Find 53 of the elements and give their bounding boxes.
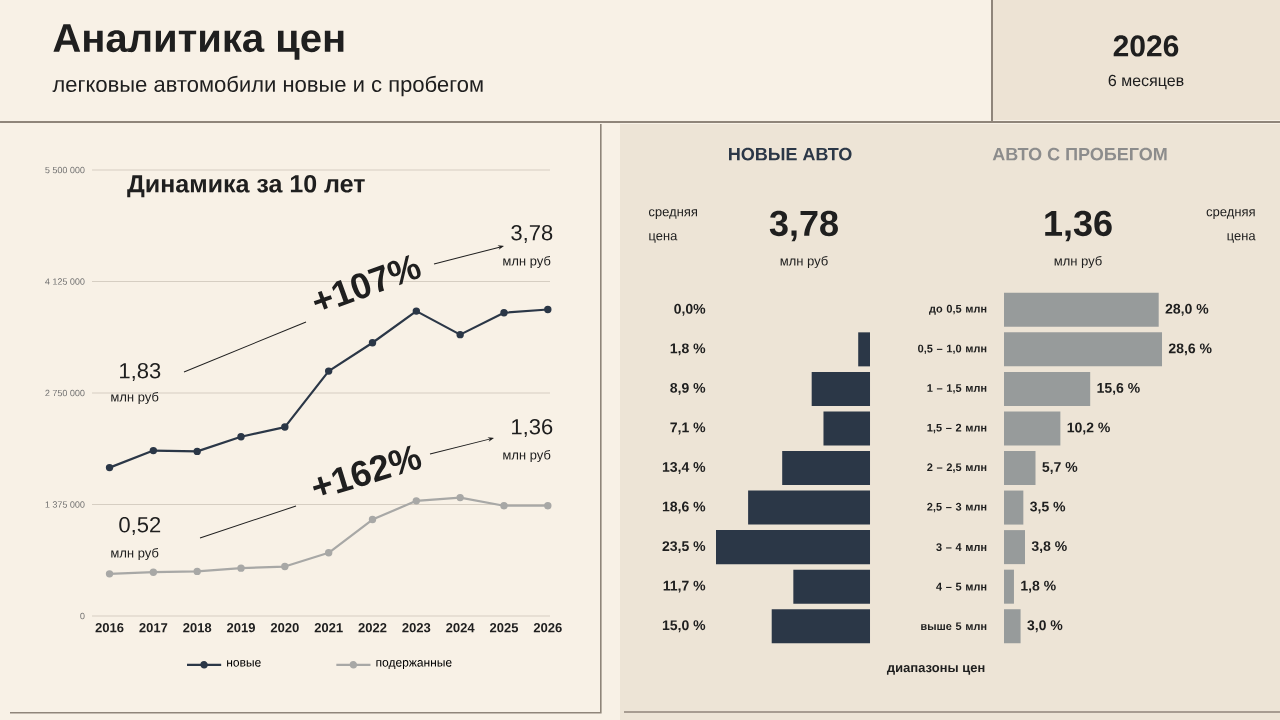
bar xyxy=(1004,490,1024,525)
annotation: 1,83 xyxy=(120,362,161,382)
point xyxy=(237,433,245,441)
point xyxy=(324,367,333,375)
annotation: +107% xyxy=(313,255,421,310)
bar xyxy=(748,490,871,525)
point xyxy=(456,330,464,339)
bar xyxy=(1004,292,1159,327)
point xyxy=(544,502,552,510)
chart-title: Динамика за 10 лет xyxy=(127,174,365,198)
bar xyxy=(858,332,871,367)
bar xyxy=(793,569,871,604)
point xyxy=(456,493,464,502)
text: 1,36 xyxy=(1045,210,1112,242)
bar xyxy=(716,530,871,565)
text: 6 месяцев xyxy=(1108,74,1184,90)
bar xyxy=(782,451,871,486)
bar xyxy=(1004,332,1163,367)
annotation: 0,52 xyxy=(119,516,161,536)
bar xyxy=(1004,609,1021,644)
point xyxy=(281,423,289,431)
point xyxy=(368,515,377,524)
point xyxy=(412,497,421,505)
point xyxy=(193,447,201,456)
annotation: 1,36 xyxy=(512,418,553,438)
point xyxy=(149,568,158,576)
chart-title: АВТО С ПРОБЕГОМ xyxy=(992,147,1167,161)
bar xyxy=(1004,569,1014,604)
point xyxy=(500,502,508,510)
point xyxy=(324,549,333,557)
point xyxy=(500,309,508,317)
point xyxy=(105,463,114,472)
text: легковые автомобили новые и с пробегом xyxy=(52,75,483,97)
text: 2026 xyxy=(1113,35,1179,57)
bar xyxy=(1004,451,1036,486)
text: Аналитика цен xyxy=(53,24,344,60)
point xyxy=(237,564,245,572)
annotation: 3,78 xyxy=(511,224,553,244)
point xyxy=(149,446,158,455)
bar xyxy=(823,411,871,446)
chart-title: НОВЫЕ АВТО xyxy=(729,147,852,161)
text: 3,78 xyxy=(769,210,838,242)
bar xyxy=(1004,530,1025,565)
annotation: +162% xyxy=(312,445,422,496)
bar xyxy=(771,609,871,644)
bar xyxy=(1004,411,1061,446)
point xyxy=(193,567,201,576)
point xyxy=(281,562,289,571)
point xyxy=(105,570,114,578)
bar xyxy=(1004,371,1091,406)
point xyxy=(544,305,552,314)
bar xyxy=(811,371,871,406)
point xyxy=(368,339,377,347)
